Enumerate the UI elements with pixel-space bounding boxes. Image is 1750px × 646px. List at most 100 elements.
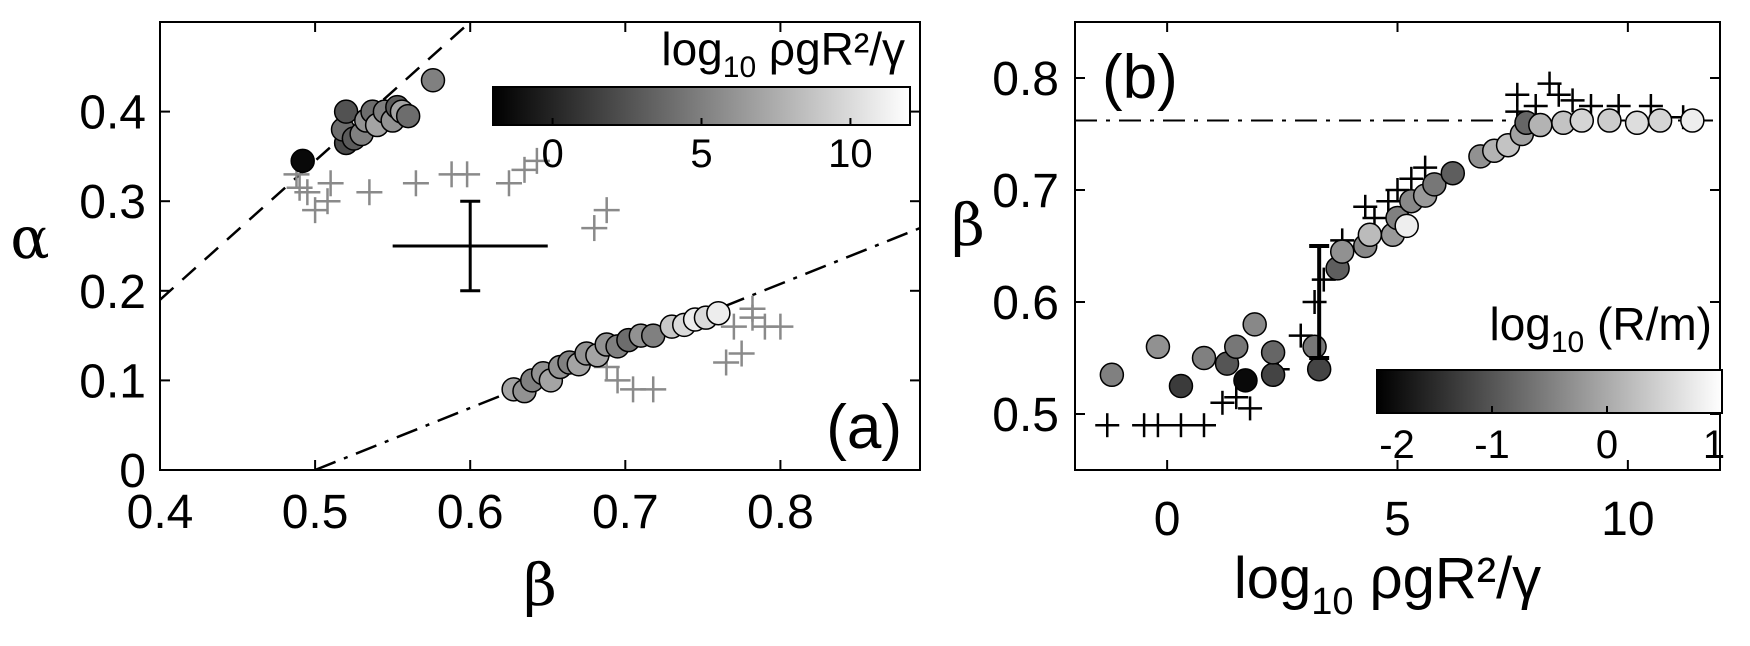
plus-marker — [593, 197, 620, 224]
colorbar — [492, 86, 911, 126]
colorbar-title: log10 ρgR²/γ — [661, 23, 905, 84]
circle-marker — [395, 103, 421, 129]
axes-frame — [159, 21, 921, 471]
circle-marker — [1394, 213, 1419, 239]
plus-marker — [314, 188, 341, 215]
colorbar-title-rest: ρgR²/γ — [756, 23, 905, 75]
x-tick-label: 0.7 — [592, 486, 659, 539]
plus-marker — [739, 295, 766, 322]
circle-marker — [706, 300, 731, 326]
plot-area — [160, 22, 920, 470]
plus-marker — [1095, 413, 1120, 438]
plus-marker — [1399, 166, 1424, 191]
y-tick-label: 0.3 — [79, 176, 146, 229]
colorbar-tick-label: 1 — [1703, 423, 1725, 467]
y-tick-label: 0.7 — [992, 165, 1059, 218]
plus-marker — [720, 313, 747, 340]
colorbar-tick-label: -1 — [1474, 423, 1510, 467]
plus-marker — [1505, 82, 1530, 107]
x-tick-label: 0.6 — [437, 486, 504, 539]
circle-marker — [420, 67, 446, 93]
colorbar-title-log: log — [661, 23, 722, 75]
y-tick-label: 0.8 — [992, 53, 1059, 106]
plus-marker — [1288, 323, 1313, 348]
plus-marker — [317, 170, 344, 197]
plus-marker — [1224, 385, 1249, 410]
circle-marker — [1680, 108, 1705, 133]
colorbar-title-sub: 10 — [723, 51, 756, 84]
y-tick-label: 0.4 — [79, 87, 146, 140]
circle-marker — [1191, 345, 1217, 371]
y-axis-label: α — [10, 204, 49, 272]
plus-marker — [523, 147, 550, 174]
plus-marker — [1238, 396, 1263, 421]
circle-marker — [1302, 334, 1327, 360]
plus-marker — [1302, 290, 1327, 314]
plus-marker — [604, 367, 631, 394]
circle-marker — [1233, 368, 1258, 393]
plus-marker — [640, 376, 667, 403]
plus-marker — [454, 161, 481, 188]
plus-marker — [294, 179, 321, 206]
colorbar-tick-label: 5 — [690, 132, 712, 176]
circle-marker — [1242, 312, 1267, 337]
x-tick-label: 10 — [1601, 493, 1654, 546]
y-axis-label: β — [951, 191, 985, 259]
x-axis-label-rest: ρgR²/γ — [1354, 546, 1542, 611]
x-tick-label: 0.5 — [282, 486, 349, 539]
y-tick-label: 0 — [119, 445, 146, 498]
x-axis-label-sub: 10 — [1311, 581, 1353, 623]
x-axis-label-log: log — [1234, 546, 1311, 611]
x-tick-label: 0 — [1154, 493, 1181, 546]
colorbar-title: log10 (R/m) — [1489, 298, 1712, 359]
circle-marker — [1647, 108, 1673, 133]
circle-marker — [1329, 239, 1355, 264]
colorbar-title-log: log — [1489, 298, 1550, 350]
circle-marker — [1168, 373, 1194, 399]
circle-marker — [1422, 172, 1447, 197]
plot-area — [1075, 71, 1720, 438]
y-tick-label: 0.6 — [992, 277, 1059, 330]
circle-marker — [1145, 334, 1171, 360]
y-tick-label: 0.5 — [992, 389, 1059, 442]
plus-marker — [1192, 413, 1216, 438]
circle-marker — [1569, 108, 1595, 133]
x-axis-label: β — [523, 551, 557, 619]
plus-marker — [1560, 88, 1585, 113]
circle-marker — [1260, 362, 1286, 388]
colorbar-tick-label: -2 — [1379, 423, 1415, 467]
plus-marker — [581, 215, 608, 242]
circle-marker — [333, 99, 359, 124]
colorbar-tick-label: 0 — [1596, 423, 1618, 467]
plus-marker — [728, 340, 755, 367]
plus-marker — [495, 170, 522, 197]
plus-marker — [286, 174, 313, 201]
circle-marker — [1440, 160, 1466, 186]
plus-marker — [1413, 155, 1438, 180]
plus-marker — [1168, 413, 1193, 438]
plus-marker — [1145, 413, 1170, 438]
plus-marker — [1546, 82, 1571, 107]
circle-marker — [1099, 362, 1125, 388]
plus-marker — [1385, 178, 1410, 202]
circle-marker — [1357, 222, 1383, 248]
colorbar-title-rest: (R/m) — [1584, 298, 1712, 350]
circle-marker — [290, 148, 315, 174]
circle-marker — [1597, 108, 1622, 133]
plus-marker — [1311, 267, 1336, 292]
colorbar — [1376, 369, 1723, 414]
x-tick-label: 0.4 — [127, 486, 194, 539]
colorbar-tick-label: 10 — [828, 132, 873, 176]
plus-marker — [356, 179, 383, 206]
panel-label-a: (a) — [826, 393, 902, 462]
plus-marker — [713, 349, 740, 376]
plus-marker — [767, 313, 794, 340]
colorbar-tick-label: 0 — [541, 132, 563, 176]
x-tick-label: 5 — [1384, 493, 1411, 546]
x-tick-label: 0.8 — [747, 486, 814, 539]
circle-marker — [1306, 356, 1332, 382]
circle-marker — [1260, 340, 1286, 365]
circle-marker — [1624, 110, 1650, 136]
